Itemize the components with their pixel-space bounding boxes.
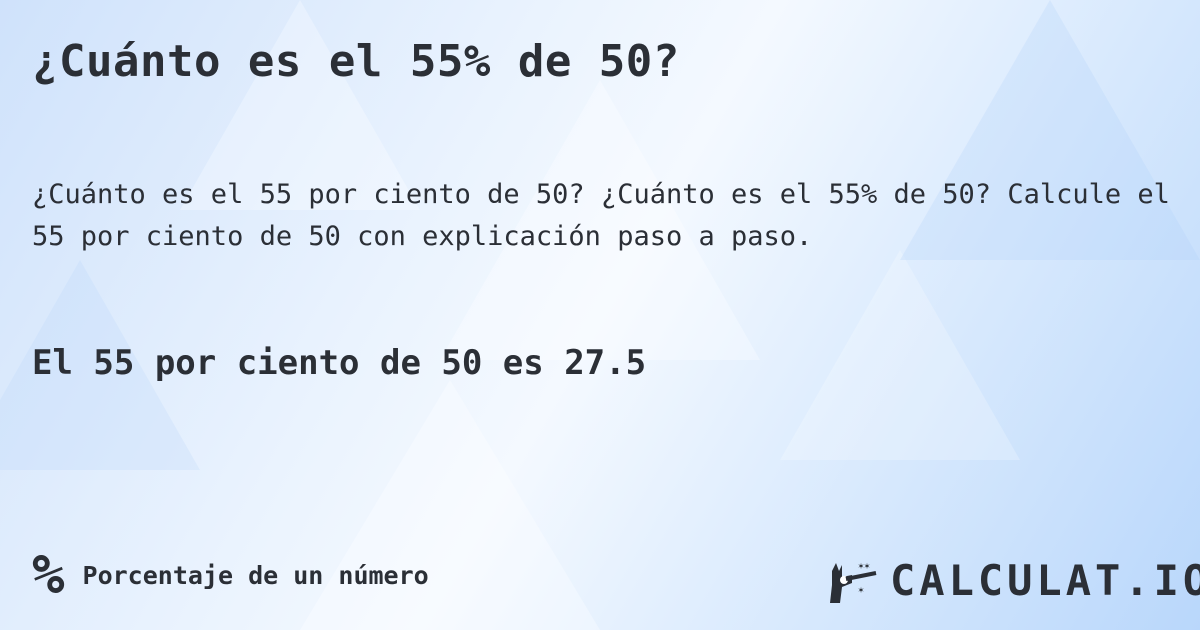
description: ¿Cuánto es el 55 por ciento de 50? ¿Cuán… [32, 179, 1170, 252]
svg-text:✶✶: ✶✶ [858, 561, 870, 572]
page-title: ¿Cuánto es el 55% de 50? [32, 36, 680, 87]
percent-icon: % [32, 543, 65, 606]
svg-text:✶: ✶ [858, 585, 864, 596]
result-text: El 55 por ciento de 50 es 27.5 [32, 343, 647, 383]
logo-text: CALCULAT.IO [890, 556, 1200, 605]
category-label: Porcentaje de un número [82, 560, 429, 590]
magic-hand-icon: ✶✶ ✶ [830, 561, 877, 603]
logo: ✶✶ ✶ CALCULAT.IO [828, 556, 1200, 605]
category: % Porcentaje de un número [32, 548, 429, 602]
